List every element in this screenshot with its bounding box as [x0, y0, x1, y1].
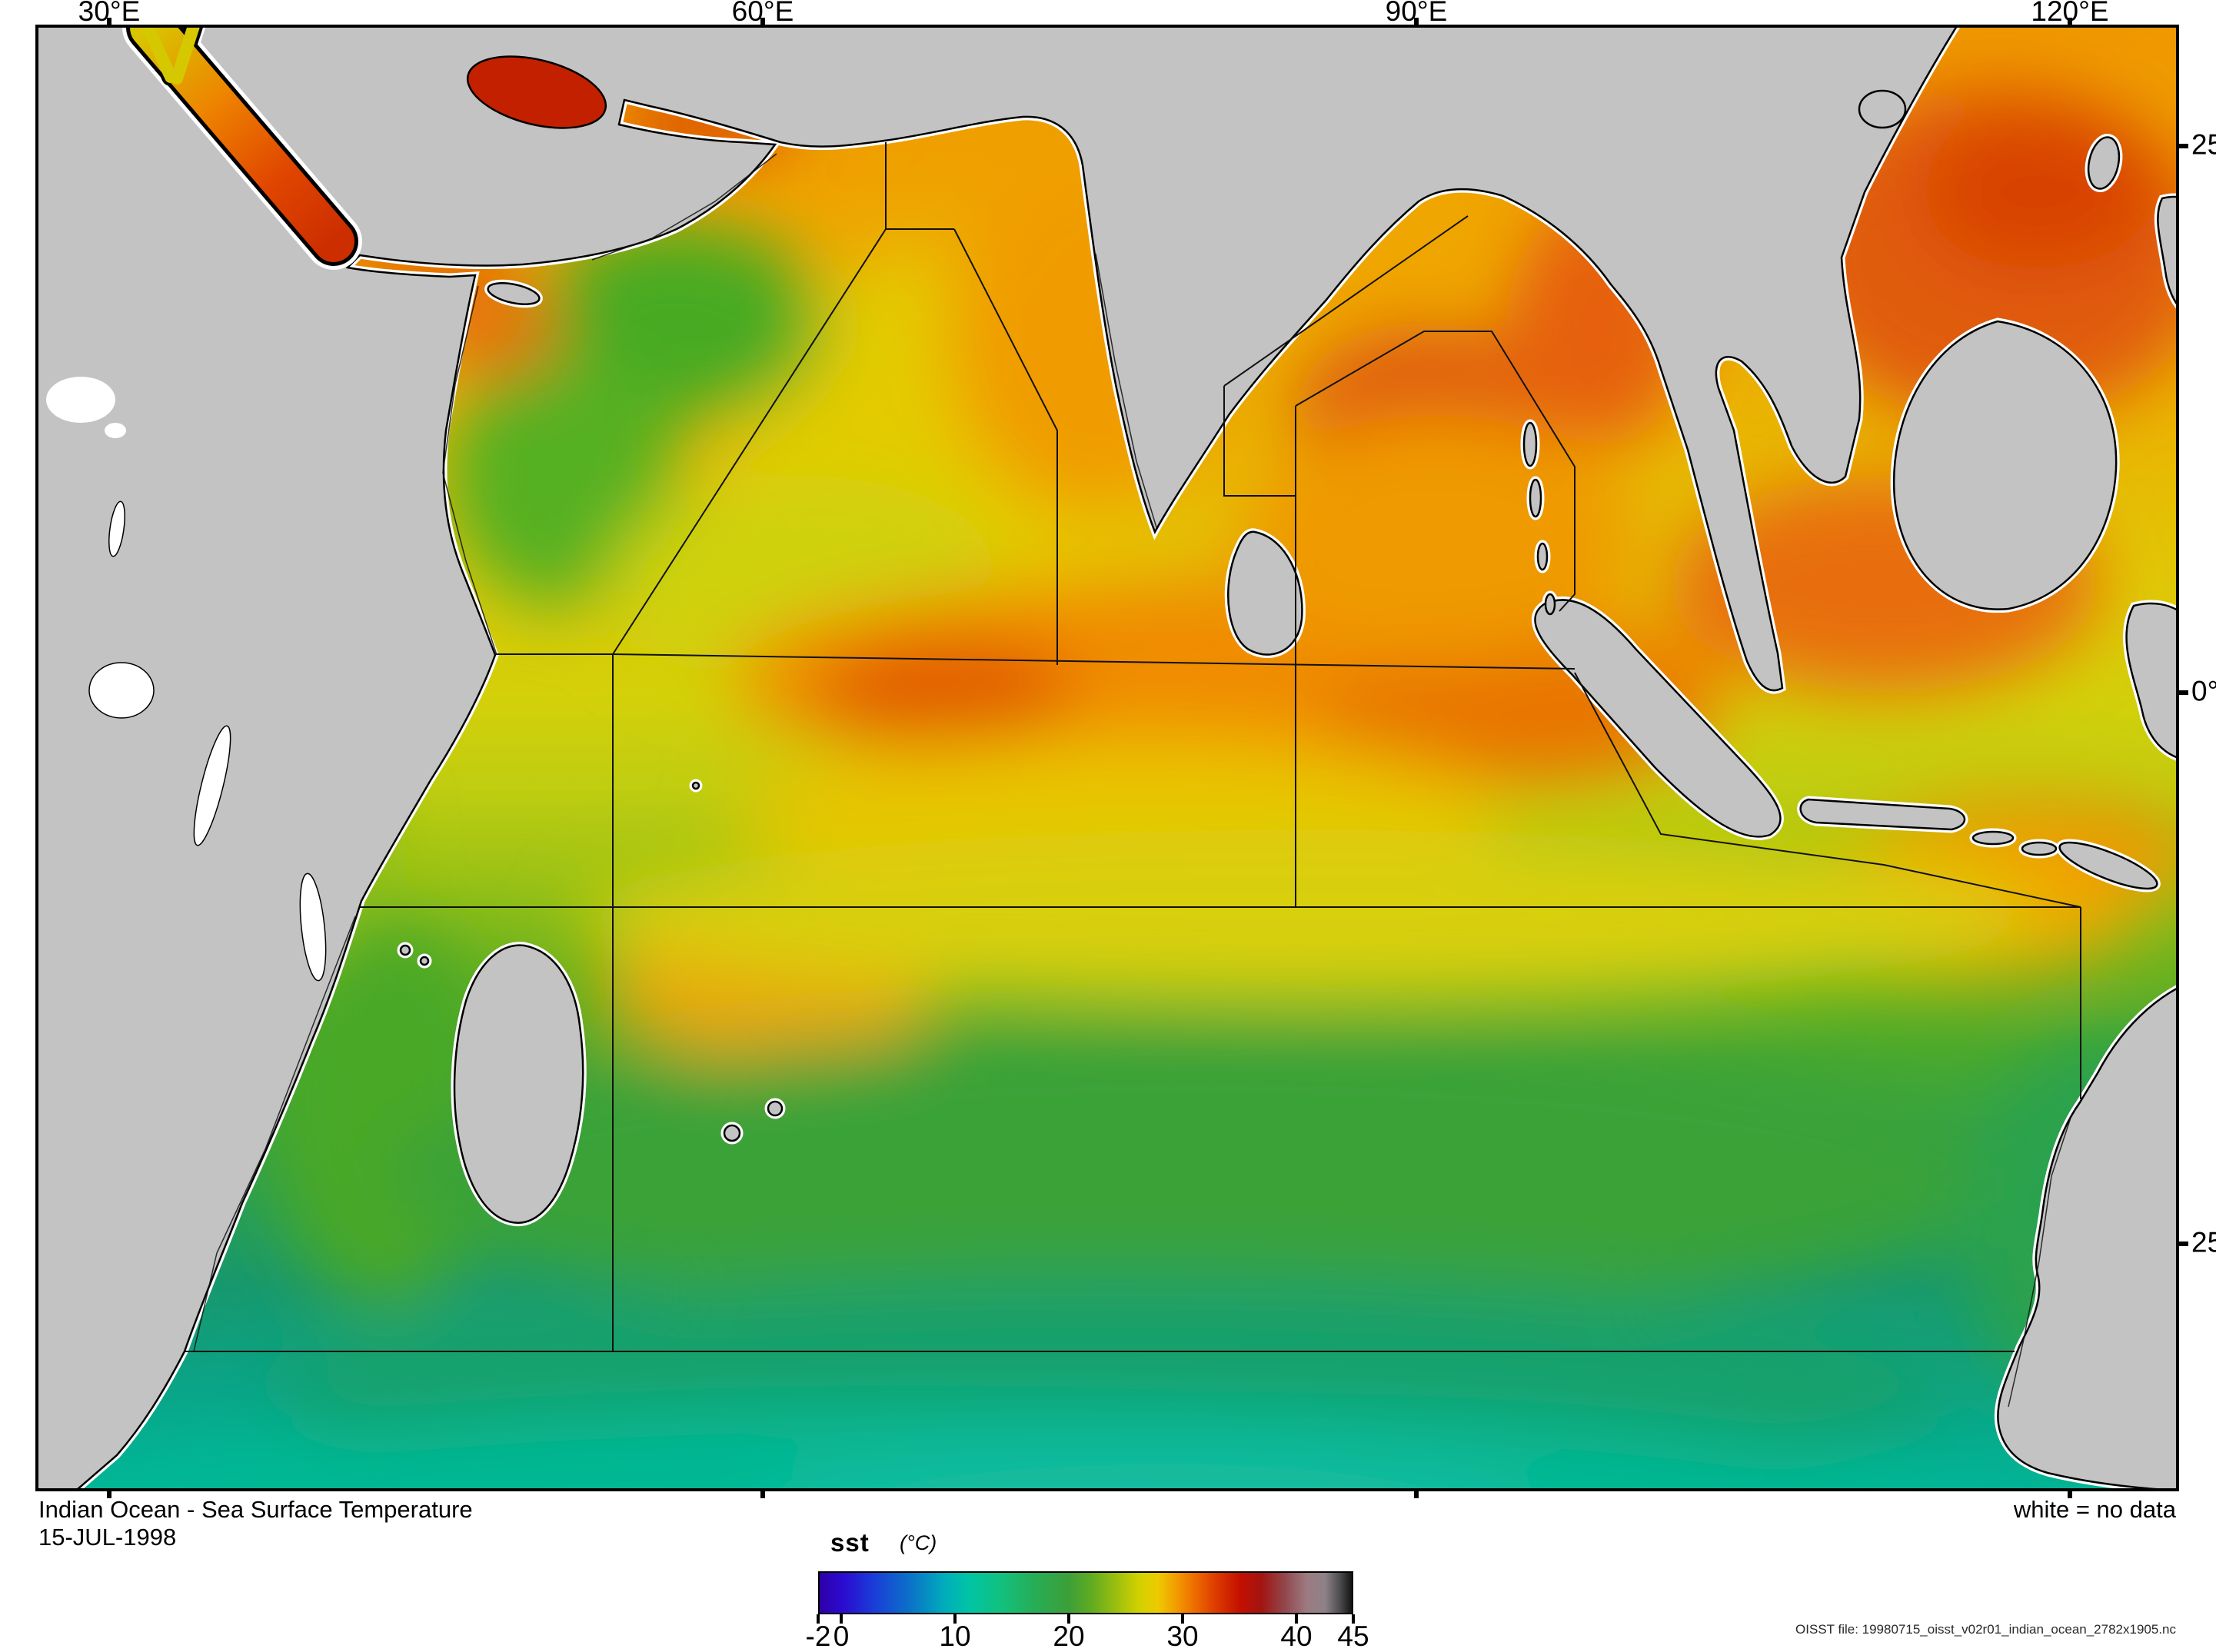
- colorbar-tick-label: 0: [833, 1620, 850, 1652]
- longitude-tick-top: [760, 18, 765, 28]
- source-file-note: OISST file: 19980715_oisst_v02r01_indian…: [1795, 1622, 2176, 1637]
- latitude-label: 25°: [2191, 128, 2216, 161]
- longitude-tick-bottom: [107, 1488, 111, 1498]
- colorbar-tick-label: -2: [805, 1620, 831, 1652]
- colorbar-tick: [817, 1614, 820, 1624]
- colorbar-tick: [1295, 1614, 1298, 1624]
- longitude-tick-top: [1414, 18, 1419, 28]
- latitude-label: 0°: [2191, 675, 2216, 707]
- longitude-tick-top: [2068, 18, 2072, 28]
- sst-field-blobs: [82, 85, 2178, 1490]
- longitude-tick-top: [107, 18, 111, 28]
- shelf-lines: [193, 153, 2073, 1408]
- map-title-block: Indian Ocean - Sea Surface Temperature 1…: [38, 1496, 473, 1551]
- no-data-legend-note: white = no data: [2013, 1496, 2176, 1523]
- map-title: Indian Ocean - Sea Surface Temperature: [38, 1496, 473, 1523]
- region-boundary-lines: [185, 142, 2081, 1352]
- persian-gulf: [466, 55, 607, 129]
- colorbar-tick-label: 10: [939, 1620, 971, 1652]
- sst-colorbar: [818, 1571, 1353, 1614]
- latitude-tick: [2177, 1241, 2188, 1246]
- longitude-tick-bottom: [760, 1488, 765, 1498]
- colorbar-tick-label: 40: [1280, 1620, 1313, 1652]
- longitude-tick-bottom: [1414, 1488, 1419, 1498]
- map-frame: [35, 25, 2179, 1491]
- colorbar-tick-label: 45: [1337, 1620, 1369, 1652]
- african-lakes: [88, 500, 327, 982]
- colorbar-units: (°C): [900, 1531, 937, 1554]
- colorbar-label: sst: [830, 1528, 870, 1557]
- latitude-label: 25°: [2191, 1226, 2216, 1258]
- colorbar-tick: [953, 1614, 957, 1624]
- colorbar-tick: [1067, 1614, 1070, 1624]
- colorbar-tick-label: 30: [1166, 1620, 1199, 1652]
- colorbar-tick: [840, 1614, 843, 1624]
- longitude-tick-bottom: [2068, 1488, 2072, 1498]
- latitude-tick: [2177, 690, 2188, 695]
- map-date: 15-JUL-1998: [38, 1524, 177, 1551]
- latitude-tick: [2177, 144, 2188, 148]
- no-data-patches: [46, 377, 126, 438]
- colorbar-tick: [1352, 1614, 1355, 1624]
- colorbar-tick: [1181, 1614, 1184, 1624]
- red-sea: [122, 26, 362, 270]
- colorbar-tick-label: 20: [1053, 1620, 1085, 1652]
